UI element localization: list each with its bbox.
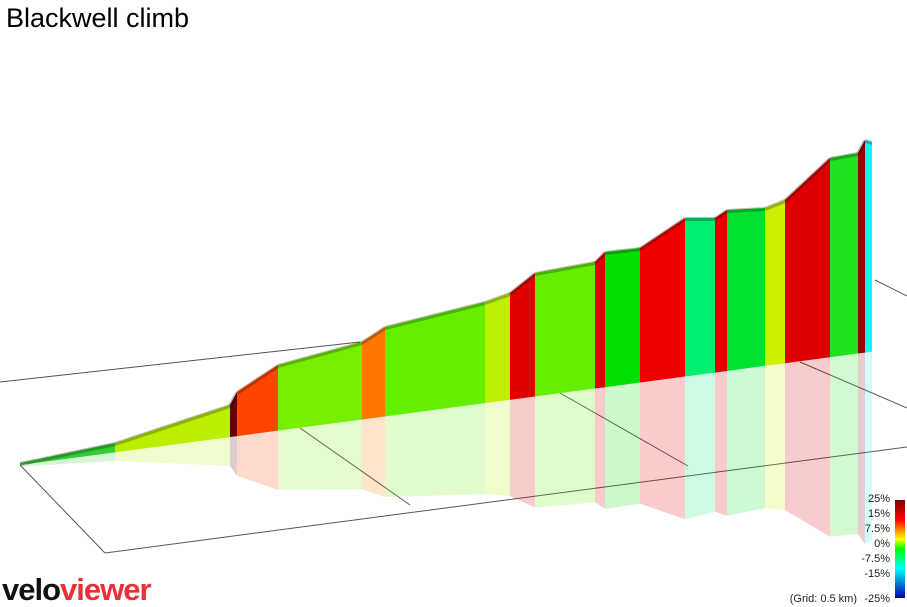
grid-line [19,464,106,554]
wall-top-edge [638,217,687,251]
wall-top-edge [384,301,486,330]
reflection-segment [785,357,830,537]
reflection-segment [640,376,685,520]
wall-segment [115,405,230,453]
profile-wall [19,139,873,466]
wall-top-edge [508,272,537,296]
grid-line [104,446,907,554]
reflection-segment [237,430,278,490]
reflection-segment [685,372,715,520]
wall-segment [605,248,640,388]
reflection-segment [605,382,640,509]
wall-segment [858,140,865,354]
wall-segment [595,252,605,389]
legend-bottom-label: -25% [864,593,890,605]
wall-segment [510,273,535,400]
reflection-segment [830,353,858,537]
reflection-segment [230,436,237,476]
wall-segment [715,210,727,373]
wall-segment [237,365,278,437]
wall-segment [535,262,595,397]
wall-segment [765,200,785,366]
legend-label: 25% [868,493,890,505]
wall-top-edge [228,392,239,407]
reflection-segment [535,388,595,508]
wall-top-edge [277,341,363,368]
wall-segment [385,302,485,417]
logo-part: velo [2,572,60,607]
wall-top-edge [534,261,596,276]
grid-note: (Grid: 0.5 km) [790,593,857,605]
reflection-segment [595,387,605,509]
grid-line [559,392,689,467]
legend-label: -15% [864,568,890,580]
legend-label: 7.5% [865,523,890,535]
reflection-segment [115,437,230,466]
wall-top-edge [856,140,867,155]
wall-top-edge [783,157,832,203]
wall-segment [865,140,872,353]
wall-segment [830,153,858,358]
wall-segment [785,158,830,364]
reflection-segment [485,399,510,496]
wall-segment [485,293,510,404]
wall-segment [727,208,765,371]
wall-top-edge [484,292,511,305]
reflection-segment [865,351,872,544]
grid-line [799,361,907,409]
wall-segment [278,342,362,431]
reflection-segment [20,452,115,467]
legend-label: 15% [868,508,890,520]
floor-grid [0,279,907,554]
reflection-segment [385,403,485,497]
reflection-segment [727,365,765,516]
reflection-segment [278,419,362,490]
grid-line [874,279,907,297]
grid-line [299,427,411,506]
wall-top-edge [235,364,280,395]
reflection-segment [510,396,535,508]
reflection [20,351,872,544]
grid-line [0,341,361,383]
wall-top-edge [764,199,786,211]
logo: veloviewer [2,572,151,607]
wall-top-edge [604,247,641,255]
wall-segment [640,218,685,383]
wall-segment [685,218,715,377]
reflection-segment [362,416,385,497]
wall-segment [362,327,385,420]
wall-segment [20,443,115,465]
gradient-scale [895,500,905,598]
wall-segment [230,392,237,438]
logo-part: viewer [60,572,151,607]
reflection-segment [858,352,865,544]
title: Blackwell climb [6,3,189,33]
wall-top-edge [114,404,231,446]
wall-top-edge [593,251,607,265]
legend: 25% 15% 7.5% 0% -7.5% -15% [861,493,890,580]
wall-top-edge [713,209,729,221]
reflection-segment [765,363,785,511]
wall-top-edge [726,207,766,213]
wall-top-edge [864,139,873,145]
reflection-segment [715,370,727,516]
wall-top-edge [19,442,116,466]
wall-top-edge [829,152,859,161]
legend-label: -7.5% [861,553,890,565]
legend-label: 0% [874,538,890,550]
wall-top-edge [360,326,387,345]
